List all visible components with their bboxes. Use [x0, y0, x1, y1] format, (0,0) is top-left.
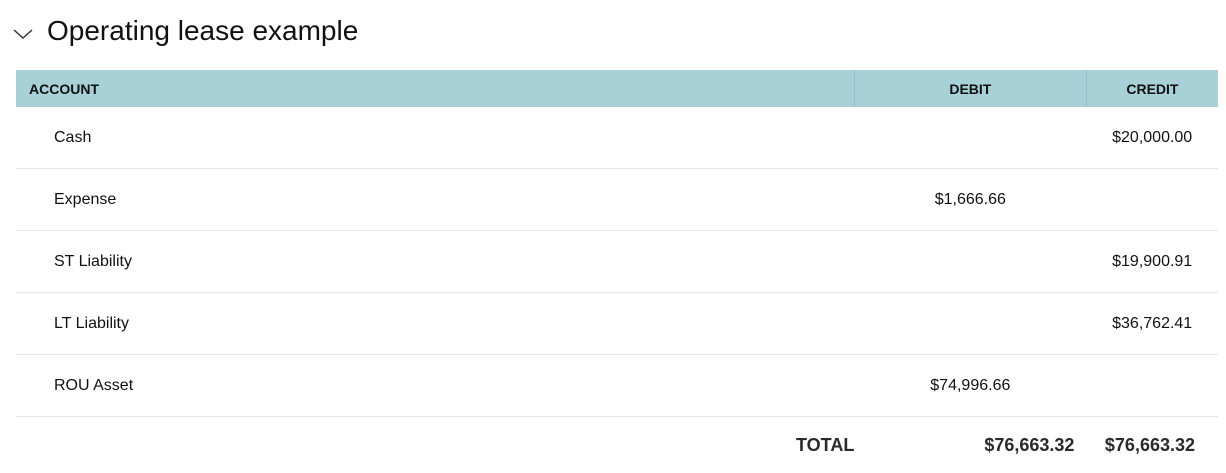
credit-cell [1086, 168, 1218, 231]
chevron-down-icon[interactable] [13, 27, 33, 41]
total-label: TOTAL [796, 434, 855, 455]
table-row: Expense $1,666.66 [16, 168, 1218, 231]
credit-cell: $19,900.91 [1086, 230, 1218, 293]
total-credit: $76,663.32 [1104, 434, 1195, 455]
table-row: ST Liability $19,900.91 [16, 230, 1218, 293]
account-cell: Cash [16, 107, 855, 169]
table-row: Cash $20,000.00 [16, 107, 1218, 169]
credit-cell: $36,762.41 [1086, 292, 1218, 355]
total-debit: $76,663.32 [984, 434, 1075, 455]
column-header-debit: DEBIT [854, 70, 1087, 107]
column-header-credit: CREDIT [1086, 70, 1218, 107]
account-cell: LT Liability [16, 292, 855, 355]
table-header-row: ACCOUNT DEBIT CREDIT [16, 70, 1218, 107]
debit-cell: $1,666.66 [854, 168, 1087, 231]
table-row: ROU Asset $74,996.66 [16, 354, 1218, 417]
journal-entry-table: ACCOUNT DEBIT CREDIT Cash $20,000.00 Exp… [16, 70, 1218, 473]
section-title: Operating lease example [47, 15, 359, 46]
table-row: LT Liability $36,762.41 [16, 292, 1218, 355]
total-label-cell: TOTAL [16, 417, 854, 473]
credit-cell [1086, 354, 1218, 417]
account-cell: ROU Asset [16, 354, 855, 417]
account-cell: ST Liability [16, 230, 855, 293]
total-row: TOTAL $76,663.32 $76,663.32 [16, 417, 1218, 473]
section-header[interactable]: Operating lease example [0, 0, 1226, 70]
credit-cell: $20,000.00 [1086, 107, 1218, 169]
debit-cell [854, 107, 1087, 169]
account-cell: Expense [16, 168, 855, 231]
debit-cell [854, 230, 1087, 293]
debit-cell: $74,996.66 [854, 354, 1087, 417]
column-header-account: ACCOUNT [16, 70, 855, 107]
debit-cell [854, 292, 1087, 355]
